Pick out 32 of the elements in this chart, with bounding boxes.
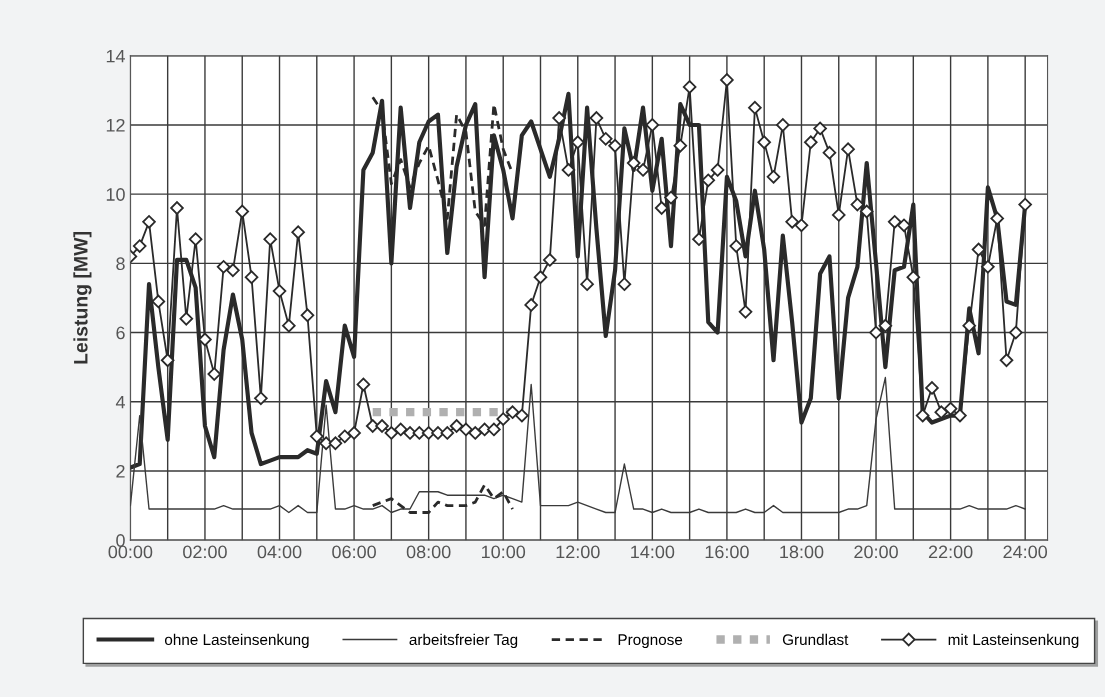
x-tick-label: 24:00 xyxy=(1003,545,1048,559)
y-tick-label: 10 xyxy=(106,188,125,201)
x-tick-label: 18:00 xyxy=(780,545,824,559)
x-tick-label: 14:00 xyxy=(631,545,675,559)
x-tick-label: 20:00 xyxy=(854,545,898,559)
legend-label: arbeitsfreier Tag xyxy=(409,633,518,649)
y-tick-label: 8 xyxy=(116,257,125,271)
y-tick-label: 6 xyxy=(116,326,125,340)
y-axis-title: Leistung [MW] xyxy=(73,232,92,364)
x-tick-label: 08:00 xyxy=(406,545,451,559)
y-tick-label: 14 xyxy=(106,49,125,63)
x-tick-label: 02:00 xyxy=(183,545,227,559)
point xyxy=(1018,197,1032,212)
legend-label: Grundlast xyxy=(782,633,849,646)
y-tick-label: 0 xyxy=(116,534,125,547)
x-tick-label: 00:00 xyxy=(108,545,153,559)
x-tick-label: 16:00 xyxy=(705,545,749,559)
x-tick-label: 22:00 xyxy=(928,545,973,559)
y-tick-label: 4 xyxy=(115,395,125,409)
x-tick-label: 10:00 xyxy=(482,545,526,559)
x-tick-label: 12:00 xyxy=(556,545,600,559)
line-series xyxy=(371,95,514,227)
legend-label: Prognose xyxy=(618,634,683,649)
point xyxy=(953,408,967,423)
point xyxy=(990,211,1005,226)
x-tick-label: 04:00 xyxy=(257,545,302,559)
y-tick-label: 12 xyxy=(106,118,125,132)
legend-label: mit Lasteinsenkung xyxy=(948,633,1079,649)
x-tick-label: 06:00 xyxy=(332,545,376,559)
y-tick-label: 2 xyxy=(116,464,125,478)
legend-label: ohne Lasteinsenkung xyxy=(164,633,309,649)
line-series xyxy=(371,483,514,514)
